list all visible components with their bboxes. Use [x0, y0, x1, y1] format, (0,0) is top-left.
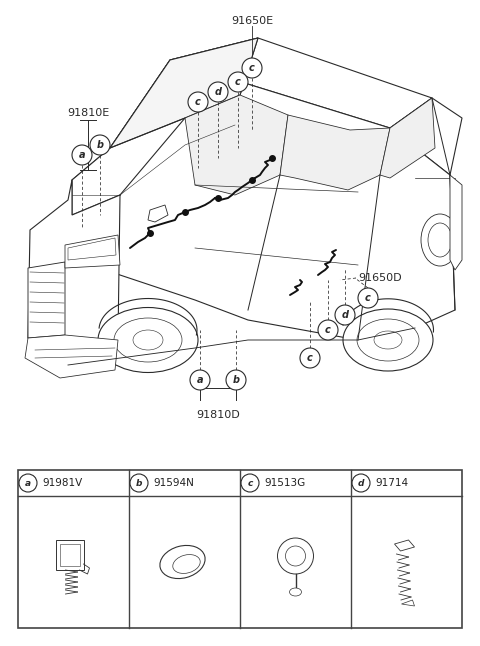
Circle shape: [208, 82, 228, 102]
Polygon shape: [72, 38, 258, 215]
Text: 91810D: 91810D: [196, 410, 240, 420]
Circle shape: [300, 348, 320, 368]
Text: 91981V: 91981V: [42, 478, 82, 488]
Circle shape: [335, 305, 355, 325]
Circle shape: [130, 474, 148, 492]
Text: c: c: [195, 97, 201, 107]
Text: c: c: [247, 479, 252, 488]
Polygon shape: [185, 95, 288, 195]
Circle shape: [242, 58, 262, 78]
Ellipse shape: [428, 223, 452, 257]
Polygon shape: [28, 262, 65, 338]
Text: c: c: [235, 77, 241, 87]
Text: 91714: 91714: [375, 478, 408, 488]
Circle shape: [241, 474, 259, 492]
Polygon shape: [65, 235, 120, 268]
Text: c: c: [365, 293, 371, 303]
Polygon shape: [25, 335, 118, 378]
Text: c: c: [307, 353, 313, 363]
Bar: [56, 540, 84, 570]
Polygon shape: [28, 180, 120, 370]
Ellipse shape: [98, 307, 198, 373]
Polygon shape: [170, 38, 432, 128]
Text: a: a: [79, 150, 85, 160]
Bar: [60, 544, 80, 566]
Circle shape: [188, 92, 208, 112]
Circle shape: [72, 145, 92, 165]
Ellipse shape: [160, 545, 205, 579]
Text: b: b: [96, 140, 104, 150]
Circle shape: [352, 474, 370, 492]
Polygon shape: [110, 38, 258, 148]
Ellipse shape: [289, 588, 301, 596]
Polygon shape: [280, 115, 390, 190]
Ellipse shape: [343, 309, 433, 371]
Circle shape: [277, 538, 313, 574]
Text: c: c: [249, 63, 255, 73]
Circle shape: [19, 474, 37, 492]
Ellipse shape: [173, 554, 200, 574]
Polygon shape: [380, 98, 435, 178]
Text: 91810E: 91810E: [67, 108, 109, 118]
Circle shape: [286, 546, 305, 566]
Polygon shape: [395, 540, 415, 551]
Ellipse shape: [374, 331, 402, 349]
Text: 91650E: 91650E: [231, 16, 273, 26]
Circle shape: [226, 370, 246, 390]
Polygon shape: [401, 600, 415, 606]
Ellipse shape: [421, 214, 459, 266]
Ellipse shape: [114, 318, 182, 362]
Circle shape: [90, 135, 110, 155]
Text: a: a: [25, 479, 31, 488]
Text: b: b: [136, 479, 142, 488]
Circle shape: [318, 320, 338, 340]
Circle shape: [190, 370, 210, 390]
Text: d: d: [358, 479, 364, 488]
Bar: [18, 470, 462, 628]
Polygon shape: [450, 175, 462, 270]
Circle shape: [358, 288, 378, 308]
Text: 91513G: 91513G: [264, 478, 305, 488]
Polygon shape: [148, 205, 168, 222]
Text: 91650D: 91650D: [358, 273, 402, 283]
Ellipse shape: [133, 330, 163, 350]
Text: 91594N: 91594N: [153, 478, 194, 488]
Text: d: d: [341, 310, 348, 320]
Text: b: b: [232, 375, 240, 385]
Polygon shape: [390, 98, 462, 175]
Polygon shape: [68, 60, 455, 340]
Text: c: c: [325, 325, 331, 335]
Text: d: d: [215, 87, 221, 97]
Ellipse shape: [357, 319, 419, 361]
Text: a: a: [197, 375, 204, 385]
Circle shape: [228, 72, 248, 92]
